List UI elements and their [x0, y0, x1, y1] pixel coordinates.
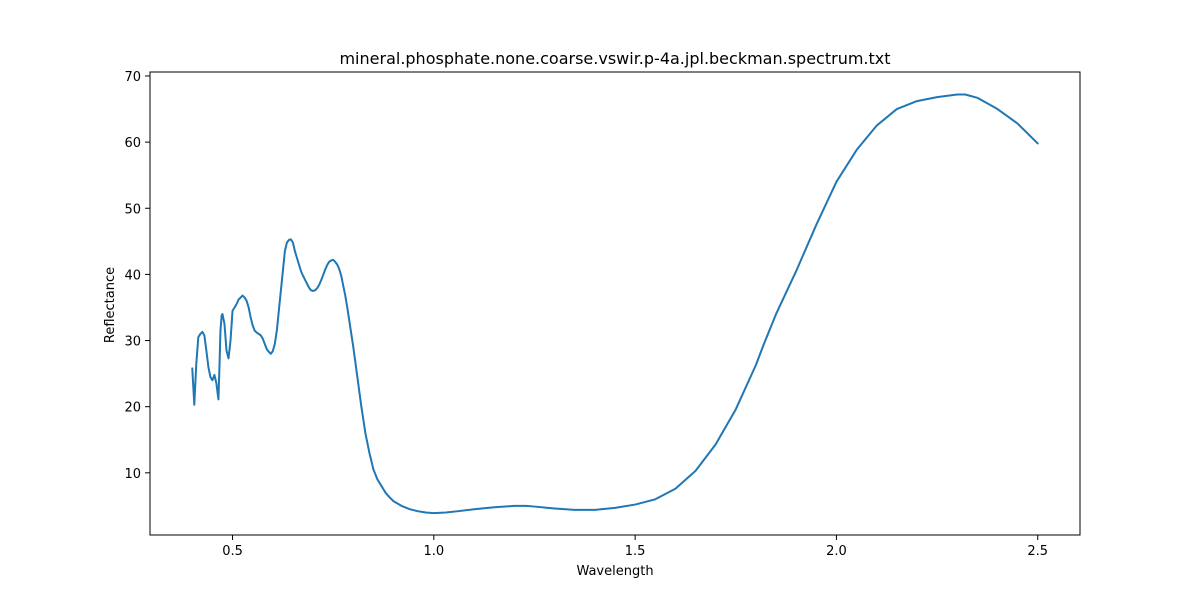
y-tick-label: 60	[124, 136, 141, 151]
plot-layer	[191, 93, 1039, 515]
chart-title: mineral.phosphate.none.coarse.vswir.p-4a…	[339, 49, 890, 68]
series-line-0	[191, 93, 1039, 515]
y-axis-label: Reflectance	[103, 267, 118, 343]
x-tick-label: 1.5	[625, 544, 646, 559]
x-tick-label: 2.0	[826, 544, 847, 559]
axes-layer: 0.5 1.0 1.5 2.0 2.5 10 20 30 40 50 60 70	[124, 70, 1081, 559]
x-tick-label: 2.5	[1027, 544, 1048, 559]
y-tick-label: 30	[124, 335, 141, 350]
x-tick-label: 1.0	[423, 544, 444, 559]
y-tick-label: 10	[124, 467, 141, 482]
axes-frame	[149, 71, 1081, 536]
y-tick-label: 50	[124, 202, 141, 217]
x-tick-label: 0.5	[222, 544, 243, 559]
x-axis-label: Wavelength	[576, 564, 653, 579]
y-tick-label: 40	[124, 268, 141, 283]
y-tick-label: 20	[124, 401, 141, 416]
y-tick-label: 70	[124, 70, 141, 85]
